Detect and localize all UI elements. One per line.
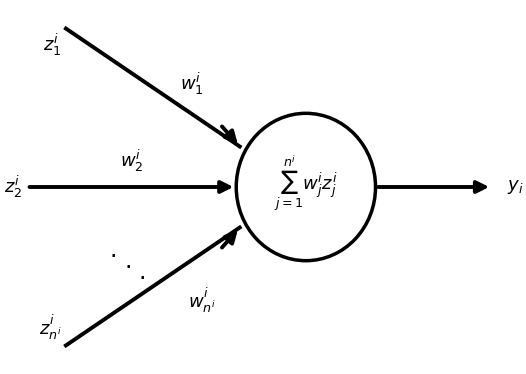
Text: $z_2^i$: $z_2^i$ bbox=[4, 174, 22, 200]
Text: $\cdot$: $\cdot$ bbox=[124, 254, 130, 278]
Text: $w_1^i$: $w_1^i$ bbox=[180, 71, 204, 97]
Text: $\cdot$: $\cdot$ bbox=[109, 243, 116, 267]
Text: $\sum_{j=1}^{n^i} w_j^i z_j^i$: $\sum_{j=1}^{n^i} w_j^i z_j^i$ bbox=[274, 153, 338, 213]
Text: $w_{n^i}^i$: $w_{n^i}^i$ bbox=[188, 287, 216, 315]
Text: $z_1^i$: $z_1^i$ bbox=[43, 32, 61, 58]
Ellipse shape bbox=[236, 113, 376, 261]
Text: $\cdot$: $\cdot$ bbox=[138, 265, 145, 289]
Text: $z_{n^i}^i$: $z_{n^i}^i$ bbox=[38, 313, 61, 342]
Text: $w_2^i$: $w_2^i$ bbox=[120, 148, 143, 174]
Text: $y_i$: $y_i$ bbox=[507, 178, 523, 196]
